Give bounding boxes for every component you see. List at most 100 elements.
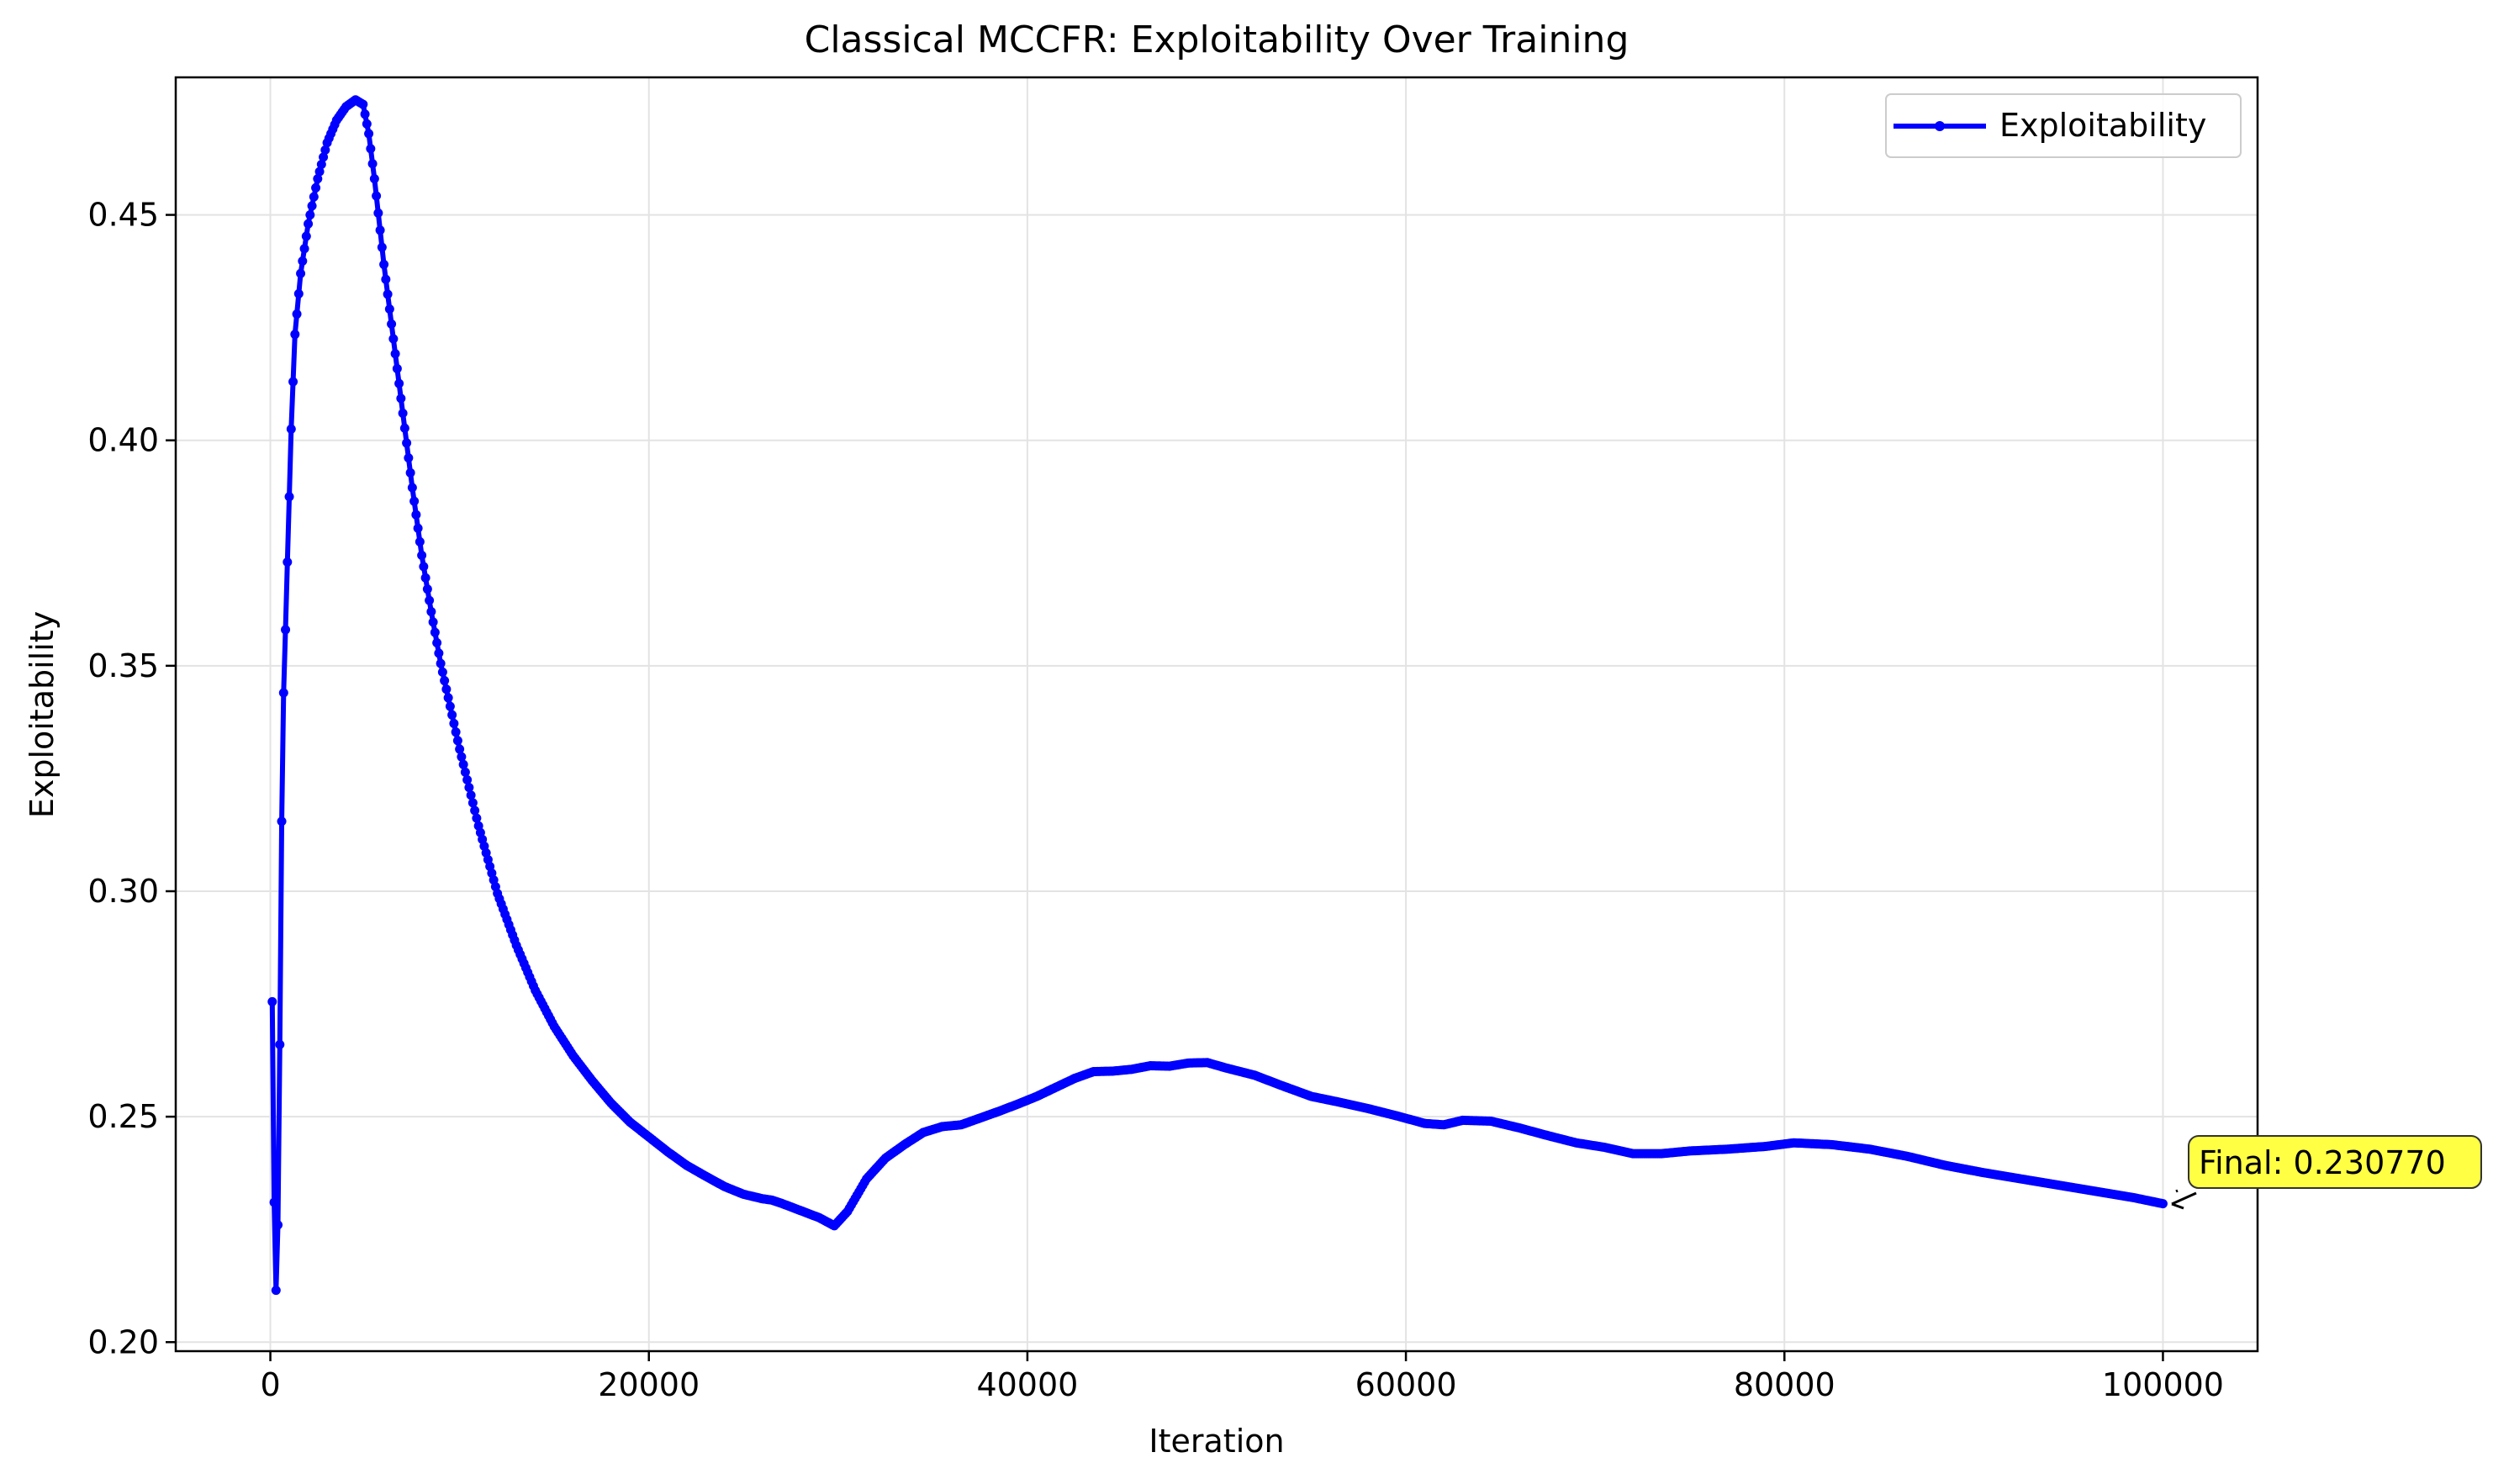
data-point [426, 607, 436, 616]
data-point [299, 244, 309, 254]
data-point [383, 289, 393, 299]
data-point [307, 201, 317, 211]
data-point [428, 617, 438, 627]
data-point [394, 378, 404, 388]
final-value-annotation: Final: 0.230770 [2171, 1135, 2482, 1210]
data-point [466, 790, 476, 800]
data-point [319, 152, 329, 162]
data-point [445, 701, 455, 711]
y-tick-label: 0.45 [87, 197, 159, 234]
data-point [398, 409, 408, 419]
data-point [305, 210, 315, 220]
data-point [313, 174, 323, 184]
x-tick-label: 100000 [2102, 1366, 2224, 1403]
data-point [470, 805, 480, 816]
data-point [432, 638, 442, 647]
data-point [286, 424, 296, 434]
data-point [293, 288, 304, 298]
data-point [409, 496, 420, 506]
x-axis-label: Iteration [1149, 1423, 1284, 1460]
data-point [301, 231, 311, 241]
data-point [467, 798, 478, 808]
data-point [462, 775, 473, 785]
data-point [441, 684, 452, 694]
data-point [372, 191, 382, 201]
y-axis-label: Exploitability [24, 611, 61, 818]
data-point [419, 562, 429, 572]
data-point [269, 1197, 279, 1207]
data-point [2158, 1199, 2168, 1209]
legend-box [1885, 93, 2242, 158]
chart-title: Classical MCCFR: Exploitability Over Tra… [805, 18, 1629, 61]
data-point [434, 648, 444, 658]
data-point [422, 584, 432, 594]
x-tick-label: 40000 [976, 1366, 1078, 1403]
data-point [384, 304, 394, 314]
data-point [451, 727, 461, 737]
data-point [390, 349, 400, 359]
data-point [379, 260, 389, 270]
data-point [273, 1220, 283, 1230]
data-point [288, 377, 298, 387]
data-point [362, 119, 372, 129]
data-point [425, 595, 435, 605]
legend-label: Exploitability [1999, 107, 2206, 144]
data-point [392, 363, 402, 373]
data-point [311, 182, 321, 193]
grid-lines [176, 77, 2258, 1351]
data-point [447, 710, 457, 720]
data-point [430, 627, 440, 637]
annotation-arrowhead [2171, 1191, 2197, 1210]
data-point [405, 467, 415, 478]
data-point [417, 550, 427, 560]
data-point [381, 274, 391, 284]
data-point [415, 536, 425, 547]
data-point [367, 159, 378, 169]
data-point [360, 109, 370, 119]
data-point [277, 816, 287, 826]
data-point [402, 438, 412, 448]
data-point [304, 219, 314, 229]
y-tick-label: 0.30 [87, 873, 159, 910]
data-point [457, 752, 467, 762]
data-point [388, 334, 399, 344]
data-point [298, 256, 308, 267]
data-point [377, 242, 387, 252]
legend-swatch-marker [1935, 121, 1945, 131]
x-tick-label: 20000 [598, 1366, 700, 1403]
plot-area-frame [174, 76, 2259, 1353]
data-point [358, 99, 368, 109]
data-point [455, 744, 465, 754]
y-tick-label: 0.25 [87, 1098, 159, 1135]
data-point [375, 225, 385, 235]
data-point [320, 145, 330, 155]
data-point [464, 783, 474, 793]
data-point [267, 996, 277, 1006]
data-point [437, 667, 447, 677]
data-point [296, 268, 306, 278]
y-tick-label: 0.35 [87, 647, 159, 684]
data-point [373, 208, 383, 218]
x-axis-ticks: 0 20000 40000 60000 80000 100000 [260, 1351, 2224, 1403]
x-tick-label: 0 [260, 1366, 280, 1403]
data-point [369, 174, 379, 184]
data-point [440, 676, 450, 686]
y-tick-label: 0.20 [87, 1323, 159, 1360]
data-point [460, 767, 470, 777]
data-point [436, 658, 446, 668]
data-point [387, 319, 397, 329]
data-point [281, 625, 291, 635]
annotation-box [2188, 1135, 2482, 1189]
data-point [443, 693, 453, 703]
legend: Exploitability [1885, 93, 2242, 158]
data-point [283, 557, 293, 567]
data-point [404, 453, 414, 463]
data-point [411, 510, 421, 520]
data-point [396, 393, 406, 404]
data-point [275, 1039, 285, 1049]
x-tick-label: 80000 [1734, 1366, 1835, 1403]
annotation-text: Final: 0.230770 [2199, 1144, 2446, 1181]
data-point [292, 309, 302, 320]
data-point [413, 523, 423, 533]
